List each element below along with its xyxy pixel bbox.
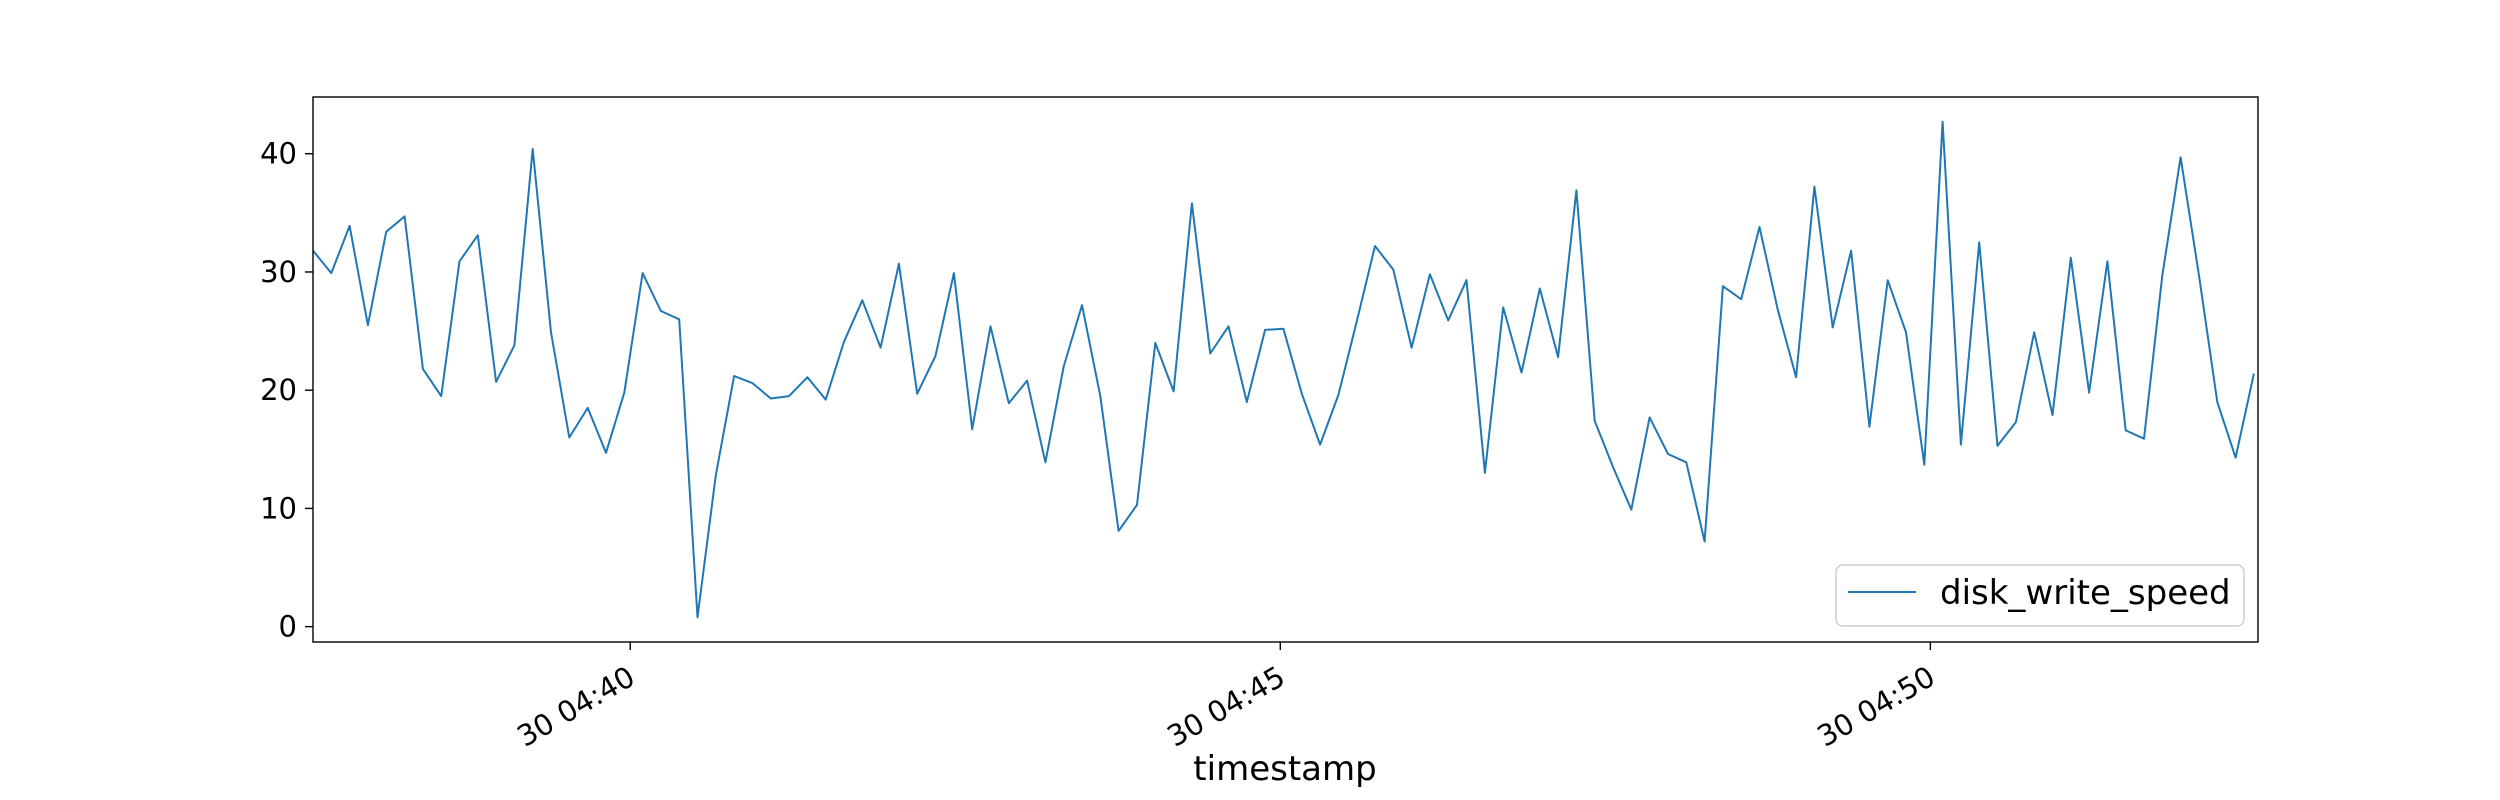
x-tick-label: 30 04:50 — [1811, 659, 1940, 753]
y-axis: 0 10 20 30 40 — [260, 137, 313, 644]
legend-label-disk-write-speed: disk_write_speed — [1940, 573, 2231, 613]
x-tick-label: 30 04:40 — [511, 659, 640, 753]
legend: disk_write_speed — [1835, 564, 2245, 627]
series-line-disk-write-speed — [312, 120, 2255, 619]
y-tick-label: 40 — [260, 137, 297, 171]
plot-frame — [312, 96, 2259, 643]
y-tick-label: 20 — [260, 373, 297, 407]
legend-box — [1835, 564, 2245, 627]
y-tick-label: 30 — [260, 255, 297, 289]
plot-area — [313, 97, 2258, 642]
x-tick-label: 30 04:45 — [1161, 659, 1290, 753]
y-tick-label: 10 — [260, 491, 297, 525]
y-tick-label: 0 — [279, 610, 297, 644]
x-axis: 30 04:40 30 04:45 30 04:50 — [511, 642, 1941, 754]
x-axis-title: timestamp — [1193, 749, 1376, 789]
